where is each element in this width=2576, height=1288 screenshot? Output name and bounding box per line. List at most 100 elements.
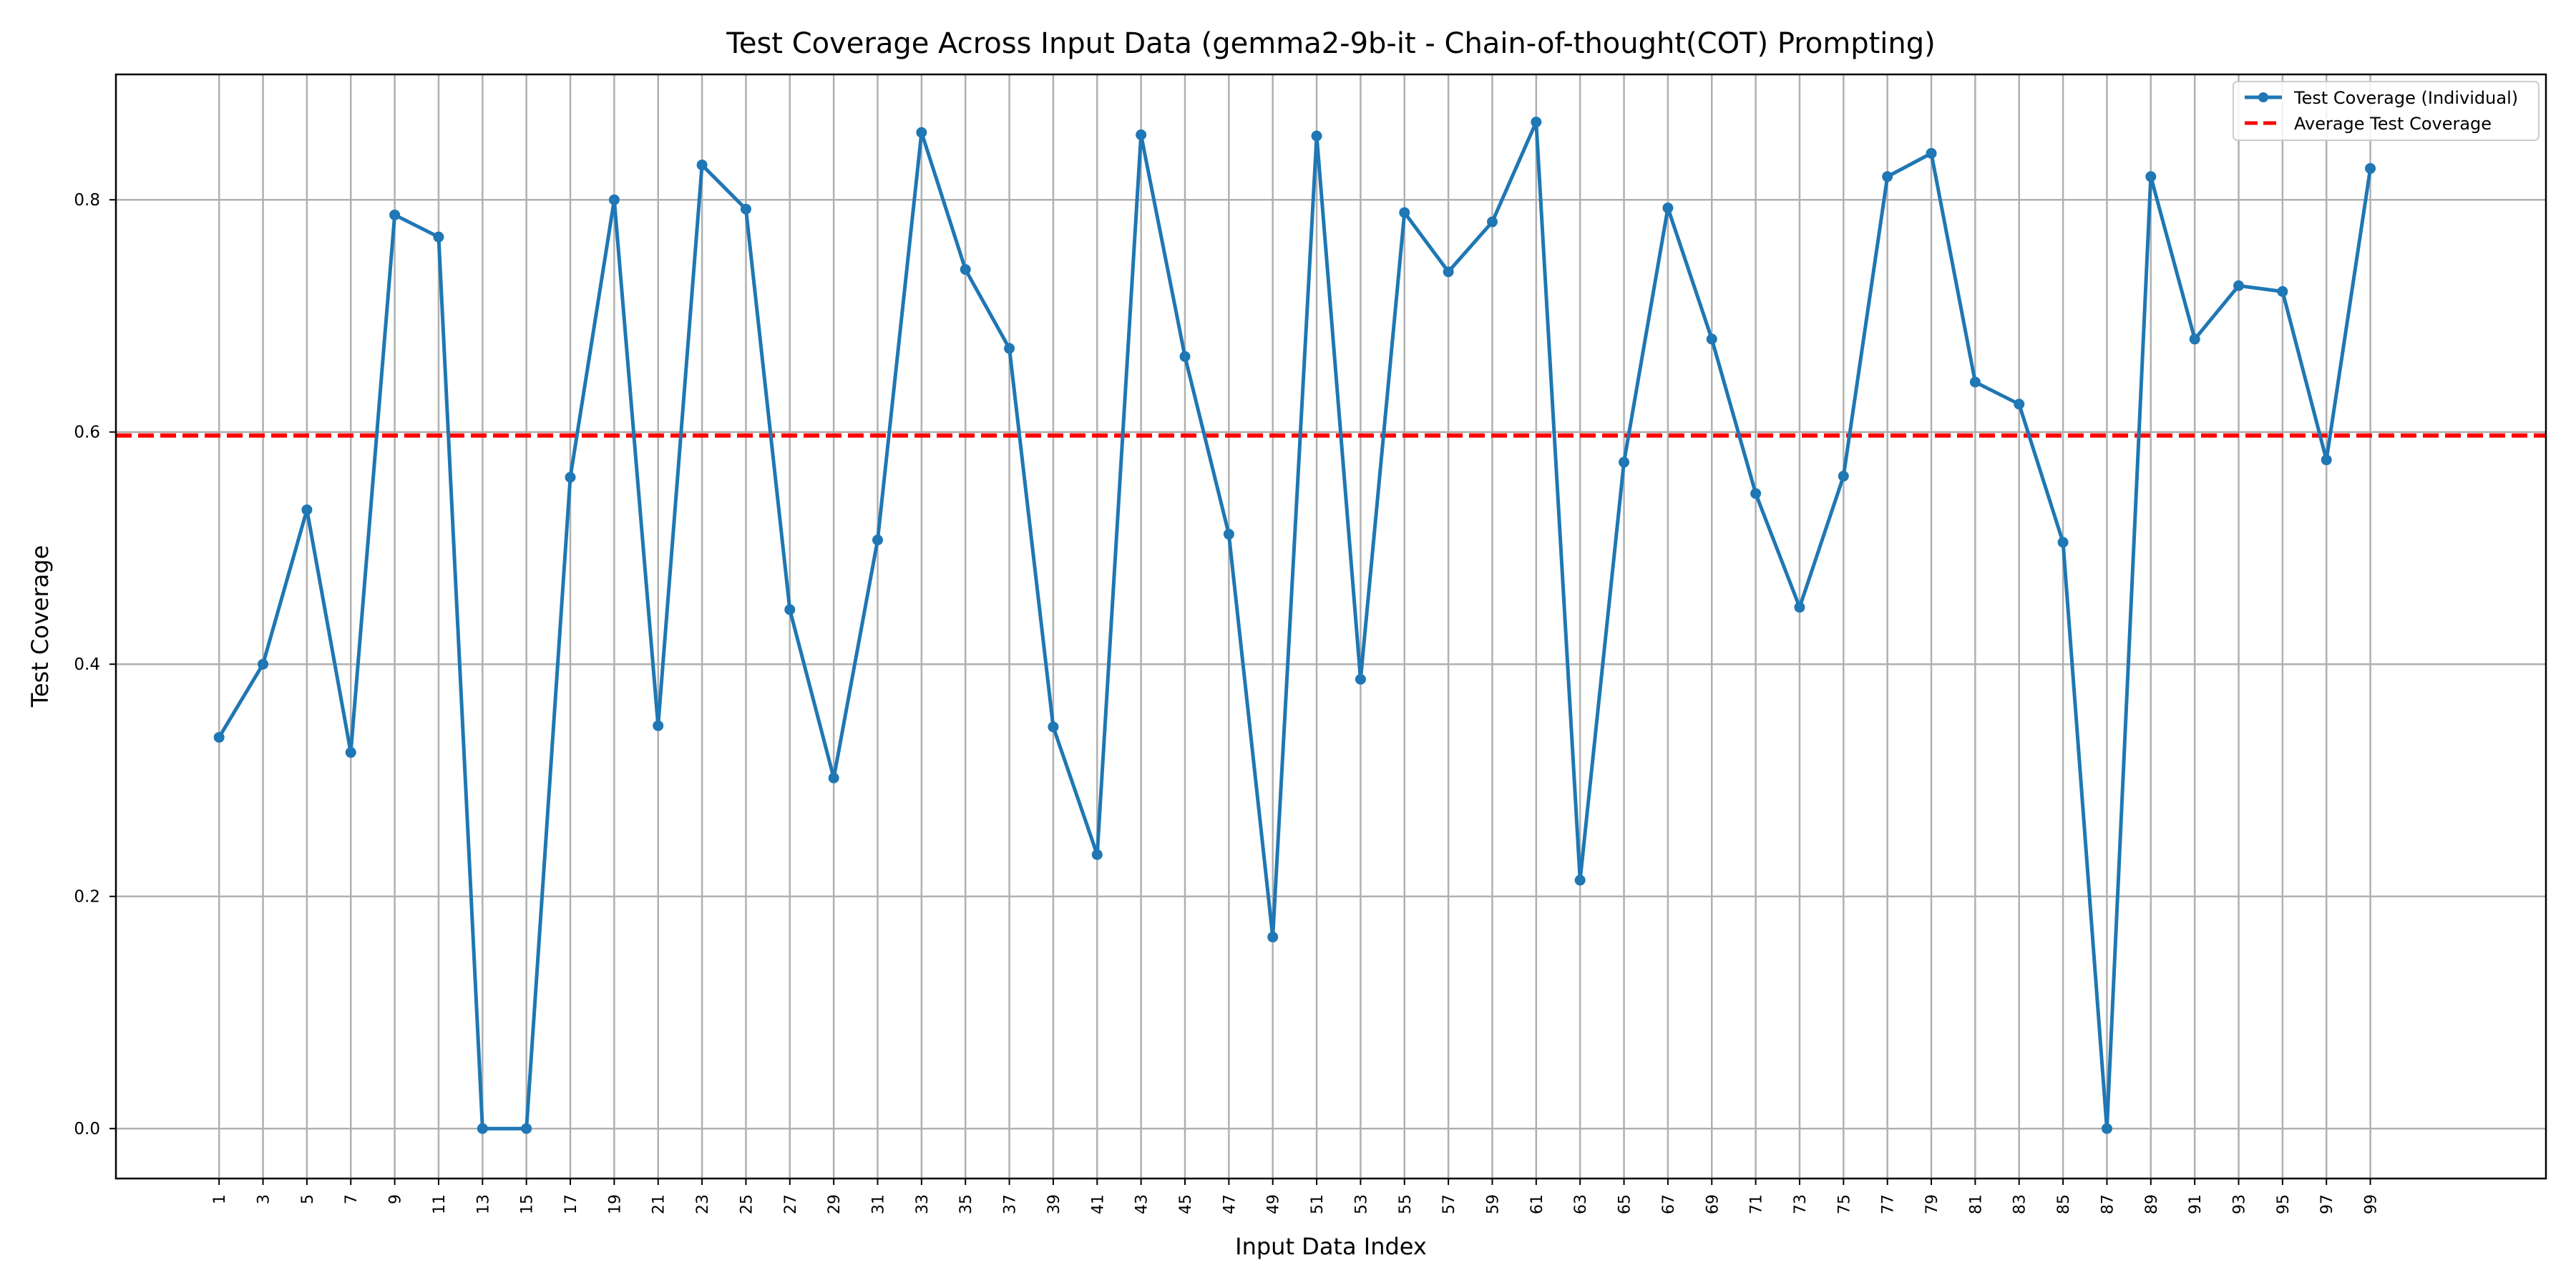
data-point: [960, 264, 971, 275]
x-tick-label: 57: [1440, 1194, 1458, 1214]
data-point: [696, 160, 708, 171]
x-tick-label: 65: [1616, 1194, 1634, 1214]
x-tick-label: 33: [914, 1194, 932, 1214]
data-point: [1838, 470, 1849, 482]
x-tick-label: 93: [2231, 1194, 2249, 1214]
data-point: [1136, 129, 1147, 140]
data-point: [2321, 454, 2332, 466]
x-tick-label: 87: [2099, 1194, 2117, 1214]
data-point: [1574, 874, 1586, 886]
grid-lines: [116, 74, 2546, 1179]
data-point: [2189, 333, 2200, 345]
data-point: [1969, 376, 1981, 388]
x-tick-label: 73: [1792, 1194, 1810, 1214]
legend-label-individual: Test Coverage (Individual): [2293, 88, 2518, 108]
data-point: [740, 203, 751, 215]
y-axis-label: Test Coverage: [26, 545, 54, 708]
x-tick-label: 99: [2363, 1194, 2381, 1214]
x-tick-label: 39: [1045, 1194, 1063, 1214]
data-point: [1706, 333, 1717, 345]
x-tick-label: 51: [1309, 1194, 1327, 1214]
x-tick-label: 47: [1221, 1194, 1239, 1214]
x-tick-label: 19: [606, 1194, 624, 1214]
data-point: [2101, 1123, 2112, 1134]
x-tick-label: 71: [1748, 1194, 1766, 1214]
series-line: [218, 120, 2373, 1131]
data-point: [828, 772, 839, 784]
x-tick-label: 23: [694, 1194, 712, 1214]
series-line-group: [218, 120, 2373, 1131]
data-point: [565, 472, 576, 483]
legend-label-average: Average Test Coverage: [2294, 114, 2492, 134]
data-point: [1531, 117, 1542, 128]
x-tick-label: 17: [562, 1194, 580, 1214]
x-tick-label: 3: [255, 1194, 273, 1204]
y-tick-label: 0.2: [74, 888, 100, 907]
data-point: [1223, 529, 1234, 540]
x-tick-label: 37: [1002, 1194, 1020, 1214]
x-tick-label: 55: [1397, 1194, 1415, 1214]
data-point: [2277, 286, 2288, 297]
plot-frame: [114, 73, 2547, 1180]
x-tick-label: 85: [2055, 1194, 2073, 1214]
x-tick-label: 1: [211, 1194, 229, 1204]
chart-title: Test Coverage Across Input Data (gemma2-…: [726, 27, 1936, 60]
data-point: [1794, 602, 1805, 613]
data-point: [872, 535, 884, 546]
data-point: [2233, 280, 2245, 291]
x-tick-label: 21: [650, 1194, 668, 1214]
data-point: [1091, 849, 1103, 860]
x-tick-label: 81: [1967, 1194, 1985, 1214]
x-tick-label: 43: [1133, 1194, 1151, 1214]
y-tick-label: 0.8: [74, 191, 100, 210]
y-tick-label: 0.6: [74, 424, 100, 442]
x-tick-label: 25: [738, 1194, 756, 1214]
data-point: [1486, 216, 1498, 228]
data-point: [608, 194, 620, 205]
data-point: [258, 658, 269, 670]
data-point: [301, 504, 313, 515]
x-tick-label: 5: [299, 1194, 317, 1204]
legend-series-marker-swatch: [2258, 92, 2268, 102]
data-point: [1443, 266, 1454, 278]
x-tick-label: 53: [1352, 1194, 1370, 1214]
y-tick-label: 0.0: [74, 1120, 100, 1138]
x-tick-label: 45: [1177, 1194, 1195, 1214]
data-point: [1662, 203, 1674, 214]
legend-box: [2233, 81, 2540, 141]
x-tick-label: 15: [519, 1194, 537, 1214]
data-point: [1267, 932, 1279, 943]
x-tick-label: 27: [782, 1194, 800, 1214]
data-point: [389, 209, 401, 220]
data-point: [916, 127, 927, 138]
x-tick-label: 35: [957, 1194, 975, 1214]
x-tick-label: 77: [1880, 1194, 1898, 1214]
x-tick-label: 41: [1089, 1194, 1107, 1214]
series-markers: [213, 117, 2376, 1134]
x-tick-label: 49: [1265, 1194, 1283, 1214]
data-point: [784, 604, 796, 615]
data-point: [2145, 171, 2157, 182]
x-tick-label: 67: [1660, 1194, 1678, 1214]
data-point: [1619, 457, 1630, 468]
data-point: [1399, 207, 1410, 218]
data-point: [345, 747, 356, 758]
data-point: [1179, 351, 1191, 362]
y-axis-ticks: 0.0 0.2 0.4 0.6 0.8: [74, 191, 116, 1138]
x-tick-label: 91: [2187, 1194, 2205, 1214]
x-tick-label: 79: [1923, 1194, 1941, 1214]
data-point: [1926, 147, 1937, 159]
x-tick-label: 69: [1704, 1194, 1722, 1214]
x-tick-label: 7: [343, 1194, 361, 1204]
data-point: [213, 731, 225, 743]
x-tick-label: 89: [2143, 1194, 2161, 1214]
data-point: [477, 1123, 488, 1134]
data-point: [433, 231, 444, 243]
data-point: [1311, 130, 1322, 142]
legend: Test Coverage (Individual) Average Test …: [2233, 81, 2540, 141]
x-tick-label: 9: [387, 1194, 405, 1204]
x-axis-label: Input Data Index: [1235, 1233, 1427, 1260]
data-point: [1750, 488, 1762, 499]
